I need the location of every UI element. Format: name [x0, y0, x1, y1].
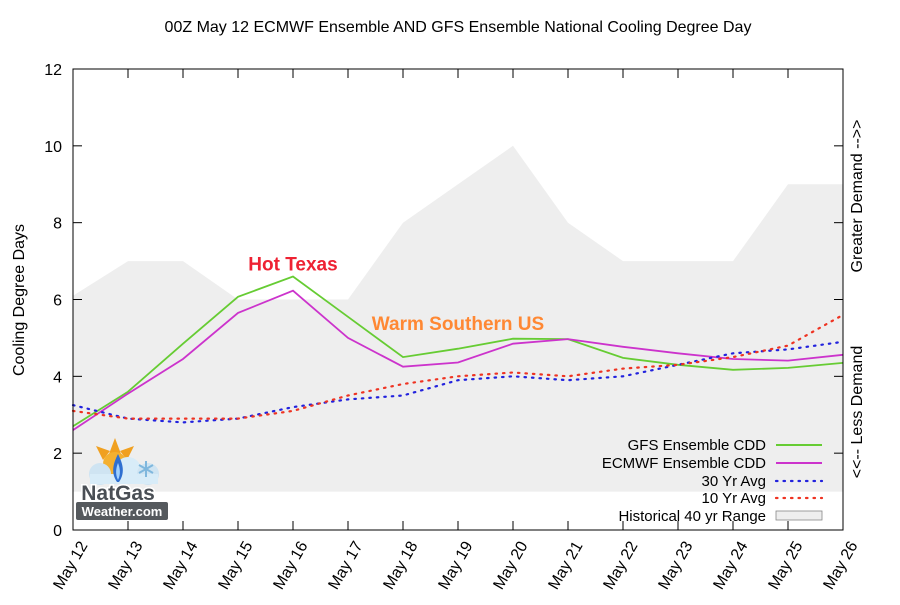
- historical-range-band: [73, 145, 843, 492]
- x-tick-label: May 24: [711, 539, 752, 593]
- annotation-warm-southern-us: Warm Southern US: [372, 314, 544, 335]
- series-line-30-yr-avg: [71, 340, 845, 424]
- logo-badge: [76, 502, 168, 520]
- series-layer: [71, 275, 845, 431]
- right-label-greater-demand: Greater Demand -->>: [849, 120, 866, 273]
- series-line-gfs-ensemble-cdd: [72, 275, 844, 428]
- x-tick-label: May 26: [821, 539, 862, 593]
- y-tick-label: 12: [44, 62, 62, 79]
- legend-label-gfs: GFS Ensemble CDD: [628, 437, 767, 454]
- right-label-less-demand: <<-- Less Demand: [849, 346, 866, 479]
- logo-text-weather: Weather.com: [82, 504, 163, 519]
- x-tick-label: May 17: [326, 539, 367, 593]
- x-tick-label: May 21: [546, 539, 587, 593]
- legend-label-30yr: 30 Yr Avg: [702, 473, 767, 490]
- x-tick-label: May 12: [51, 539, 92, 593]
- x-tick-label: May 18: [381, 539, 422, 593]
- x-tick-label: May 19: [436, 539, 477, 593]
- flame-icon: [113, 454, 123, 482]
- y-axis: 0 2 4 6 8 10 12: [44, 62, 843, 540]
- natgasweather-logo: NatGas Weather.com: [76, 438, 168, 520]
- x-tick-label: May 16: [271, 539, 312, 593]
- x-tick-label: May 22: [601, 539, 642, 593]
- annotation-hot-texas: Hot Texas: [248, 255, 337, 276]
- chart-title: 00Z May 12 ECMWF Ensemble AND GFS Ensemb…: [165, 19, 752, 36]
- y-tick-label: 2: [53, 446, 62, 463]
- y-tick-label: 6: [53, 293, 62, 310]
- logo-text-natgas: NatGas: [81, 482, 155, 505]
- x-tick-label: May 25: [766, 539, 807, 593]
- legend-label-range: Historical 40 yr Range: [618, 508, 766, 525]
- y-axis-label: Cooling Degree Days: [11, 224, 28, 376]
- legend: GFS Ensemble CDD ECMWF Ensemble CDD 30 Y…: [602, 437, 824, 525]
- snowflake-icon: [138, 461, 154, 477]
- y-tick-label: 4: [53, 369, 62, 386]
- x-tick-label: May 15: [216, 539, 257, 593]
- x-tick-label: May 14: [161, 539, 202, 593]
- legend-label-ecmwf: ECMWF Ensemble CDD: [602, 455, 766, 472]
- x-tick-label: May 23: [656, 539, 697, 593]
- y-tick-label: 10: [44, 139, 62, 156]
- x-tick-label: May 20: [491, 539, 532, 593]
- y-tick-label: 8: [53, 216, 62, 233]
- legend-label-10yr: 10 Yr Avg: [702, 490, 767, 507]
- series-line-ecmwf-ensemble-cdd: [72, 289, 844, 431]
- y-tick-label: 0: [53, 523, 62, 540]
- x-tick-label: May 13: [106, 539, 147, 593]
- legend-swatch-range: [775, 510, 823, 521]
- series-line-10-yr-avg: [71, 313, 845, 420]
